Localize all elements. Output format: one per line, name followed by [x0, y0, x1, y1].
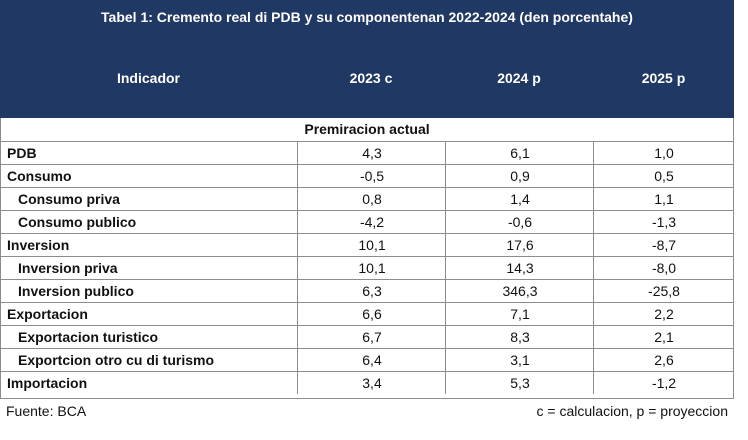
row-label: Inversion publico: [18, 283, 134, 299]
legend-note: c = calculacion, p = proyeccion: [536, 403, 728, 419]
value-2024: 8,3: [445, 326, 594, 348]
table-header: Tabel 1: Cremento real di PDB y su compo…: [0, 0, 734, 118]
row-label: Exportacion: [7, 306, 88, 322]
value-2025: 1,0: [593, 142, 734, 164]
value-2025: 2,1: [593, 326, 734, 348]
value-2023: 3,4: [297, 372, 446, 394]
table-body: Premiracion actual PDB 4,3 6,1 1,0 Consu…: [0, 118, 734, 399]
column-header-indicator: Indicador: [116, 70, 180, 86]
table-row: Inversion publico 6,3 346,3 -25,8: [1, 279, 733, 302]
value-2023: 10,1: [297, 234, 446, 256]
row-label: Exportacion turistico: [18, 329, 159, 345]
value-2023: 6,6: [297, 303, 446, 325]
row-label: Inversion priva: [18, 260, 118, 276]
value-2025: 0,5: [593, 165, 734, 187]
value-2023: 4,3: [297, 142, 446, 164]
section-heading: Premiracion actual: [304, 121, 430, 137]
value-2025: -1,2: [593, 372, 734, 394]
row-label: Consumo priva: [18, 191, 120, 207]
value-2025: -8,7: [593, 234, 734, 256]
value-2025: -1,3: [593, 211, 734, 233]
value-2023: -0,5: [297, 165, 446, 187]
column-header-2025: 2025 p: [641, 70, 686, 86]
table-row: Consumo priva 0,8 1,4 1,1: [1, 187, 733, 210]
row-label: Exportcion otro cu di turismo: [18, 352, 215, 368]
row-label: Consumo publico: [18, 214, 137, 230]
value-2024: 6,1: [445, 142, 594, 164]
value-2025: -25,8: [593, 280, 734, 302]
value-2024: 3,1: [445, 349, 594, 371]
value-2025: -8,0: [593, 257, 734, 279]
row-label: Importacion: [7, 375, 88, 391]
table-row: Exportacion 6,6 7,1 2,2: [1, 302, 733, 325]
table-row: Exportacion turistico 6,7 8,3 2,1: [1, 325, 733, 348]
value-2024: -0,6: [445, 211, 594, 233]
value-2023: 6,7: [297, 326, 446, 348]
value-2023: -4,2: [297, 211, 446, 233]
value-2024: 5,3: [445, 372, 594, 394]
value-2025: 1,1: [593, 188, 734, 210]
value-2024: 7,1: [445, 303, 594, 325]
value-2025: 2,6: [593, 349, 734, 371]
table-row: Inversion priva 10,1 14,3 -8,0: [1, 256, 733, 279]
table-row: Consumo publico -4,2 -0,6 -1,3: [1, 210, 733, 233]
row-label: Consumo: [7, 168, 72, 184]
row-label: Inversion: [7, 237, 70, 253]
value-2023: 0,8: [297, 188, 446, 210]
value-2023: 6,4: [297, 349, 446, 371]
value-2024: 17,6: [445, 234, 594, 256]
source-note: Fuente: BCA: [6, 403, 87, 419]
value-2024: 1,4: [445, 188, 594, 210]
table-row: Importacion 3,4 5,3 -1,2: [1, 371, 733, 394]
column-header-2024: 2024 p: [497, 70, 541, 86]
value-2024: 346,3: [445, 280, 594, 302]
row-label: PDB: [7, 145, 37, 161]
table-row: Exportcion otro cu di turismo 6,4 3,1 2,…: [1, 348, 733, 371]
value-2024: 14,3: [445, 257, 594, 279]
value-2025: 2,2: [593, 303, 734, 325]
table-title: Tabel 1: Cremento real di PDB y su compo…: [101, 9, 633, 25]
value-2024: 0,9: [445, 165, 594, 187]
value-2023: 10,1: [297, 257, 446, 279]
table-row: PDB 4,3 6,1 1,0: [1, 141, 733, 164]
column-header-2023: 2023 c: [349, 70, 393, 86]
table-row: Inversion 10,1 17,6 -8,7: [1, 233, 733, 256]
value-2023: 6,3: [297, 280, 446, 302]
table-row: Consumo -0,5 0,9 0,5: [1, 164, 733, 187]
